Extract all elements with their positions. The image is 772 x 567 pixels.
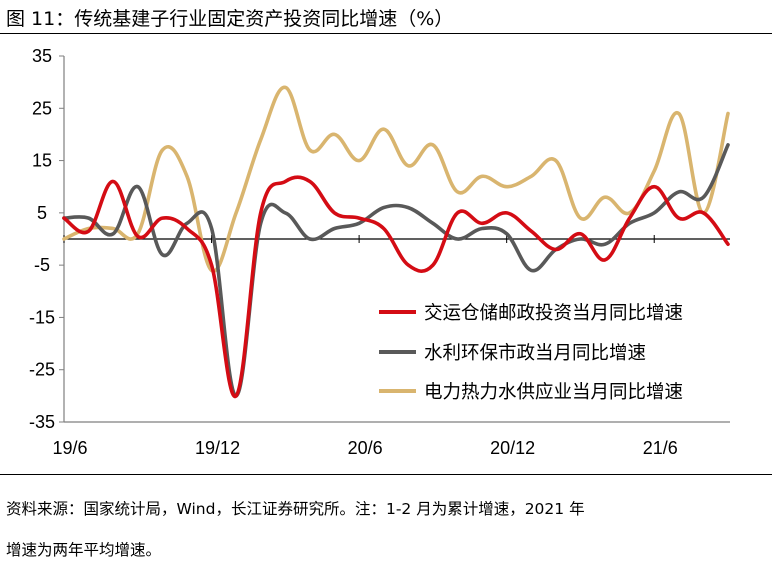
legend-label-power: 电力热力水供应业当月同比增速 [424,382,683,403]
series-layer [62,85,730,398]
y-tick-label: 25 [32,98,52,118]
x-tick-label: 19/12 [195,438,240,458]
x-tick-label: 20/6 [348,438,383,458]
y-tick-label: -35 [29,412,55,432]
x-tick-label: 19/6 [52,438,87,458]
y-axis: 35 25 15 5 -5 -15 -25 -35 [29,46,65,432]
source-note-continued: 增速为两年平均增速。 [6,541,162,559]
legend-label-water: 水利环保市政当月同比增速 [424,343,646,364]
source-note: 资料来源：国家统计局，Wind，长江证券研究所。注：1-2 月为累计增速，202… [6,500,585,518]
y-tick-label: -15 [29,307,55,327]
series-line-power [62,85,730,273]
legend-label-transport: 交运仓储邮政投资当月同比增速 [424,303,683,324]
x-tick-label: 20/12 [490,438,535,458]
x-tick-label: 21/6 [643,438,678,458]
series-line-transport [62,175,730,398]
y-tick-label: 15 [32,151,52,171]
series-line-water [62,143,730,398]
y-tick-label: -5 [34,255,50,275]
line-chart: 35 25 15 5 -5 -15 -25 -35 19/6 19/12 20/6 20/12 21/… [29,46,730,458]
title-rule [0,33,772,34]
y-tick-label: 5 [37,203,47,223]
source-rule [0,474,772,475]
y-tick-label: 35 [32,46,52,66]
y-tick-label: -25 [29,360,55,380]
chart-title: 图 11：传统基建子行业固定资产投资同比增速（%） [6,8,454,30]
